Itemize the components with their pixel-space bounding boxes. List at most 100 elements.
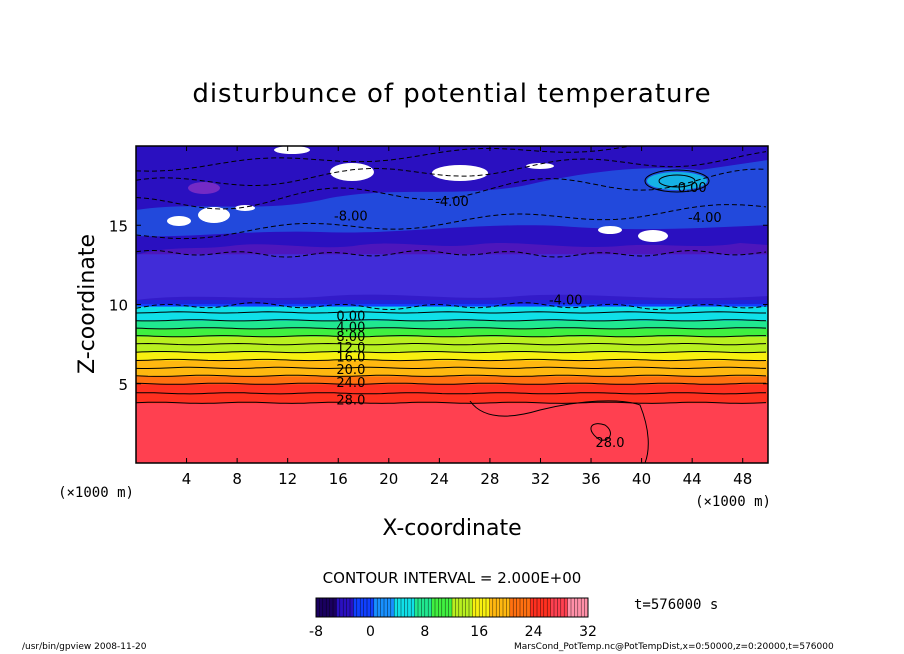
y-tick-label-15: 15 [109, 217, 128, 235]
contour-label-6: 4.00 [336, 320, 365, 335]
colorbar-cell-60 [520, 598, 524, 617]
x-unit-left: (×1000 m) [58, 485, 134, 501]
footer-left: /usr/bin/gpview 2008-11-20 [22, 642, 147, 652]
colorbar-cell-15 [367, 598, 371, 617]
contour-line-5 [136, 358, 767, 362]
contour-28-small [590, 423, 611, 441]
colorbar-cell-32 [424, 598, 429, 617]
contour-label-10: 20.0 [336, 363, 365, 378]
contour-interval-label: CONTOUR INTERVAL = 2.000E+00 [323, 569, 582, 587]
colorbar-cell-77 [577, 598, 582, 617]
colorbar-cell-62 [526, 598, 531, 617]
contour-line-1 [136, 392, 767, 395]
y-tick-label-10: 10 [109, 297, 128, 315]
contour-line-6 [136, 351, 767, 354]
x-tick-label-40: 40 [632, 470, 651, 488]
x-tick-label-12: 12 [278, 470, 297, 488]
colorbar-cell-0 [316, 598, 320, 617]
colorbar-cell-1 [319, 598, 324, 617]
contour-line-13 [136, 249, 767, 258]
colorbar-cell-13 [360, 598, 364, 617]
blank-region-8 [526, 163, 554, 169]
contour-line-12 [136, 302, 767, 311]
contour-line-7 [136, 342, 767, 346]
colorbar-cell-20 [384, 598, 388, 617]
colorbar-cell-26 [404, 598, 409, 617]
contour-line-4 [136, 366, 767, 369]
contour-line-8 [136, 335, 766, 338]
y-tick-label-5: 5 [118, 376, 128, 394]
blank-region-0 [274, 146, 310, 154]
contour-line-11 [136, 311, 766, 314]
blank-region-1 [330, 163, 374, 181]
cyan-blob [647, 172, 707, 190]
colorbar-cell-48 [479, 598, 483, 617]
colorbar-cell-65 [537, 598, 541, 617]
contour-label-11: 24.0 [336, 376, 365, 391]
field-band-4 [136, 367, 768, 377]
contour-line-0 [136, 401, 767, 404]
colorbar-cell-69 [550, 598, 555, 617]
colorbar-cell-2 [322, 598, 327, 617]
colorbar-cell-44 [465, 598, 470, 617]
colorbar-cell-6 [336, 598, 341, 617]
field-band-0 [136, 402, 768, 463]
colorbar-cell-31 [421, 598, 426, 617]
colorbar-cell-25 [401, 598, 405, 617]
contour-line-3 [136, 374, 767, 377]
field-band-5 [136, 359, 768, 369]
footer-right: MarsCond_PotTemp.nc@PotTempDist,x=0:5000… [514, 642, 834, 652]
colorbar-cell-51 [489, 598, 494, 617]
colorbar-cell-11 [353, 598, 358, 617]
blank-region-6 [638, 230, 668, 242]
contour-label-3: -4.00 [688, 211, 722, 226]
x-tick-label-36: 36 [581, 470, 600, 488]
colorbar-tick-label-0: 0 [366, 624, 375, 640]
colorbar-cell-16 [370, 598, 375, 617]
x-tick-label-8: 8 [232, 470, 242, 488]
field-band-6 [136, 352, 768, 361]
colorbar-cell-19 [380, 598, 385, 617]
upper-contour-3 [136, 146, 635, 172]
contour-label-13: 28.0 [596, 436, 625, 451]
colorbar-cell-36 [438, 598, 443, 617]
colorbar-frame [315, 597, 589, 618]
contour-label-7: 8.00 [336, 330, 365, 345]
contour-label-1: -4.00 [435, 195, 469, 210]
colorbar-cell-45 [469, 598, 473, 617]
x-tick-label-24: 24 [430, 470, 449, 488]
contour-ring-inner [658, 174, 696, 188]
colorbar-cell-50 [486, 598, 490, 617]
plot-area [136, 146, 768, 463]
contour-ring-outer [644, 169, 710, 193]
blank-region-2 [432, 165, 488, 181]
colorbar-cell-58 [513, 598, 517, 617]
purple-region [136, 243, 768, 300]
contour-28-lobe [469, 400, 649, 463]
colorbar-cell-52 [492, 598, 497, 617]
colorbar-cell-70 [554, 598, 558, 617]
dark-band [136, 294, 768, 304]
colorbar-cell-61 [523, 598, 528, 617]
colorbar-cell-49 [482, 598, 487, 617]
colorbar-cell-41 [455, 598, 460, 617]
colorbar-cell-10 [350, 598, 354, 617]
colorbar-cell-54 [499, 598, 504, 617]
colorbar-cell-7 [339, 598, 344, 617]
colorbar-cell-63 [530, 598, 534, 617]
colorbar-cell-57 [509, 598, 514, 617]
colorbar-cell-40 [452, 598, 456, 617]
time-label: t=576000 s [634, 597, 718, 613]
blank-region-7 [598, 226, 622, 234]
colorbar-cell-71 [557, 598, 562, 617]
x-tick-label-4: 4 [182, 470, 192, 488]
colorbar-cell-29 [414, 598, 419, 617]
y-axis-label: Z-coordinate [75, 234, 100, 374]
contour-label-2: 0.00 [678, 181, 707, 196]
contour-line-2 [136, 382, 767, 385]
field-band-2 [136, 383, 768, 394]
x-tick-label-28: 28 [480, 470, 499, 488]
x-unit-right: (×1000 m) [695, 494, 771, 510]
colorbar-cell-30 [418, 598, 422, 617]
